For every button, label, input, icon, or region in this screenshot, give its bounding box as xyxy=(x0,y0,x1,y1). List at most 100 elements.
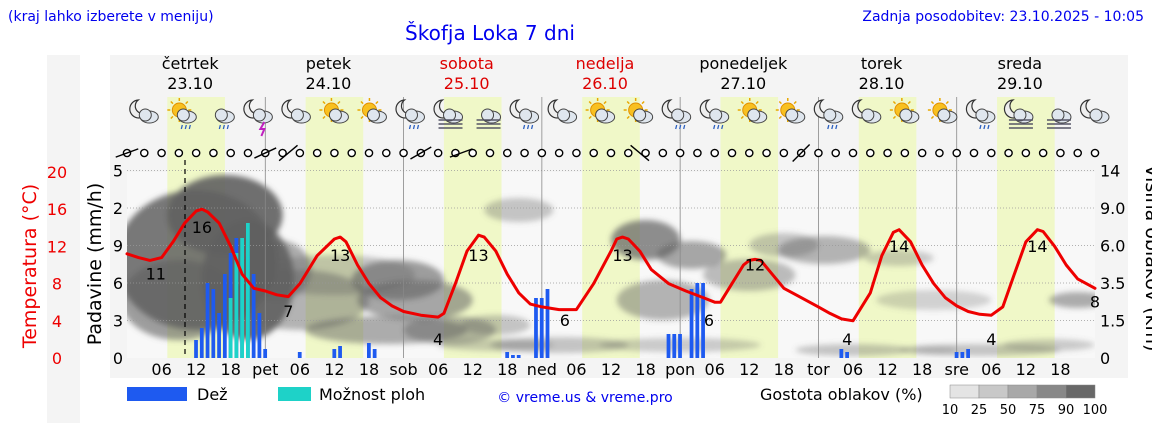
temp-tick: 20 xyxy=(47,163,67,182)
rain-legend-swatch xyxy=(127,387,187,401)
rain-bar xyxy=(689,289,694,358)
hour-tick: 06 xyxy=(705,360,725,379)
temperature-label: 4 xyxy=(842,330,852,349)
rain-bar xyxy=(199,328,204,358)
wind-calm-marker xyxy=(572,148,581,158)
density-swatch xyxy=(949,384,980,399)
temperature-label: 13 xyxy=(330,246,350,265)
moon-drizzle-icon xyxy=(965,99,996,130)
cloud-blob xyxy=(795,344,911,356)
weekday-tick: sre xyxy=(945,360,969,379)
shower-bar xyxy=(228,298,233,358)
cloud-blob xyxy=(876,290,992,310)
day-date: 25.10 xyxy=(444,74,490,93)
daylight-band xyxy=(997,97,1055,358)
wind-calm-marker xyxy=(330,148,339,158)
cloud-height-axis-title: Višina oblakov (km) xyxy=(1141,165,1152,352)
wind-calm-marker xyxy=(693,148,702,158)
wind-calm-marker xyxy=(917,148,927,158)
hour-tick: 06 xyxy=(843,360,863,379)
wind-calm-marker xyxy=(433,148,443,158)
cloud-blob xyxy=(778,236,871,264)
precip-tick: 6 xyxy=(113,274,123,293)
day-date: 27.10 xyxy=(720,74,766,93)
day-name: četrtek xyxy=(162,54,220,73)
precip-tick: 5 xyxy=(113,162,123,181)
wind-barb xyxy=(278,144,298,162)
density-tick: 10 xyxy=(942,403,959,418)
density-tick: 100 xyxy=(1083,403,1108,418)
daylight-band xyxy=(720,97,779,358)
density-tick: 25 xyxy=(971,403,988,418)
wind-calm-marker xyxy=(779,148,789,158)
wind-calm-marker xyxy=(641,148,650,158)
moon-drizzle-icon xyxy=(509,99,540,130)
temp-tick: 8 xyxy=(52,275,62,294)
moon-cloud-icon xyxy=(851,99,882,124)
wind-calm-marker xyxy=(1073,148,1083,158)
daylight-band xyxy=(858,97,917,358)
credit-link[interactable]: © vreme.us & vreme.pro xyxy=(497,390,672,406)
temperature-line xyxy=(125,207,1097,323)
density-swatch xyxy=(1007,384,1038,399)
cloud-blob xyxy=(484,198,554,222)
wind-calm-marker xyxy=(900,148,910,158)
wind-calm-marker xyxy=(1090,148,1100,158)
hour-tick: 06 xyxy=(151,360,171,379)
height-axis: 0 1.5 3.5 6.0 9.0 14 xyxy=(1100,162,1125,369)
precip-axis-title: Padavine (mm/h) xyxy=(84,183,106,346)
density-swatch xyxy=(1065,384,1096,399)
rain-bar xyxy=(695,283,700,358)
day-name: nedelja xyxy=(576,54,635,73)
temperature-label: 4 xyxy=(433,330,443,349)
temperature-label: 6 xyxy=(704,311,714,330)
rain-bar xyxy=(666,334,671,358)
hour-tick: 06 xyxy=(981,360,1001,379)
wind-calm-marker xyxy=(520,148,529,158)
rain-bar xyxy=(211,289,216,358)
wind-calm-marker xyxy=(399,148,408,158)
temperature-label: 7 xyxy=(283,302,293,321)
height-tick: 1.5 xyxy=(1100,312,1125,331)
sun-cloud-icon xyxy=(357,98,387,124)
temp-tick: 12 xyxy=(47,237,67,256)
shower-bar xyxy=(240,238,244,358)
wind-calm-marker xyxy=(381,148,391,158)
chart-title: Škofja Loka 7 dni xyxy=(405,21,575,45)
rain-bar xyxy=(678,334,682,358)
sun-cloud-icon xyxy=(585,98,616,124)
height-tick: 0 xyxy=(1100,349,1110,368)
wind-barb xyxy=(410,146,432,160)
wind-calm-marker xyxy=(675,148,685,158)
weekday-tick: pon xyxy=(665,360,695,379)
rain-bar xyxy=(251,274,256,358)
region-note[interactable]: (kraj lahko izberete v meniju) xyxy=(8,9,214,25)
temperature-label: 12 xyxy=(745,255,765,274)
weekday-tick: tor xyxy=(807,360,830,379)
day-name: ponedeljek xyxy=(699,54,788,73)
wind-calm-marker xyxy=(1021,148,1031,158)
wind-calm-marker xyxy=(226,148,236,158)
rain-bar xyxy=(194,340,198,358)
left-axis-panel xyxy=(47,55,80,423)
rain-bar xyxy=(372,349,377,358)
temperature-label: 16 xyxy=(192,218,212,237)
wind-calm-marker xyxy=(157,148,166,158)
hour-tick: 12 xyxy=(739,360,759,379)
rain-bar xyxy=(297,352,302,358)
wind-calm-marker xyxy=(986,148,996,158)
density-scale: 10 25 50 75 90 100 xyxy=(942,384,1108,418)
wind-calm-marker xyxy=(762,148,771,158)
wind-calm-marker xyxy=(209,148,218,158)
wind-calm-marker xyxy=(727,148,737,158)
precip-tick: 2 xyxy=(113,199,123,218)
hour-tick: 12 xyxy=(601,360,621,379)
moon-drizzle-icon xyxy=(395,99,425,130)
wind-calm-marker xyxy=(589,148,599,158)
rain-legend-label: Dež xyxy=(197,385,228,404)
temperature-label: 13 xyxy=(612,246,632,265)
day-date: 23.10 xyxy=(167,74,213,93)
weather-icons xyxy=(129,98,1110,137)
